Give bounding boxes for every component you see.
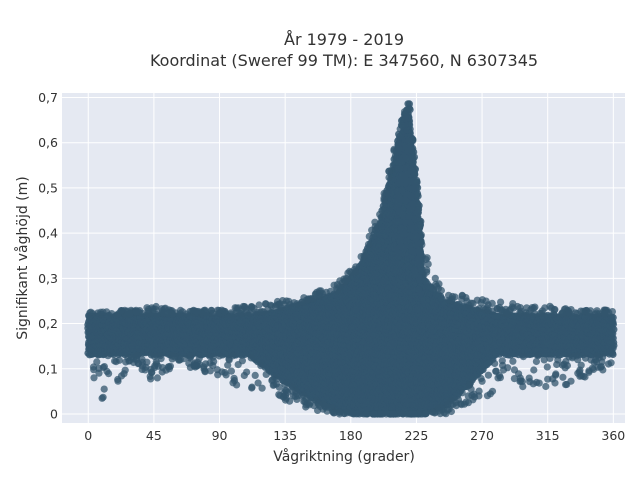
chart-container: 04590135180225270315360 00,10,20,30,40,5… [0,0,640,480]
scatter-chart: 04590135180225270315360 00,10,20,30,40,5… [0,0,640,480]
